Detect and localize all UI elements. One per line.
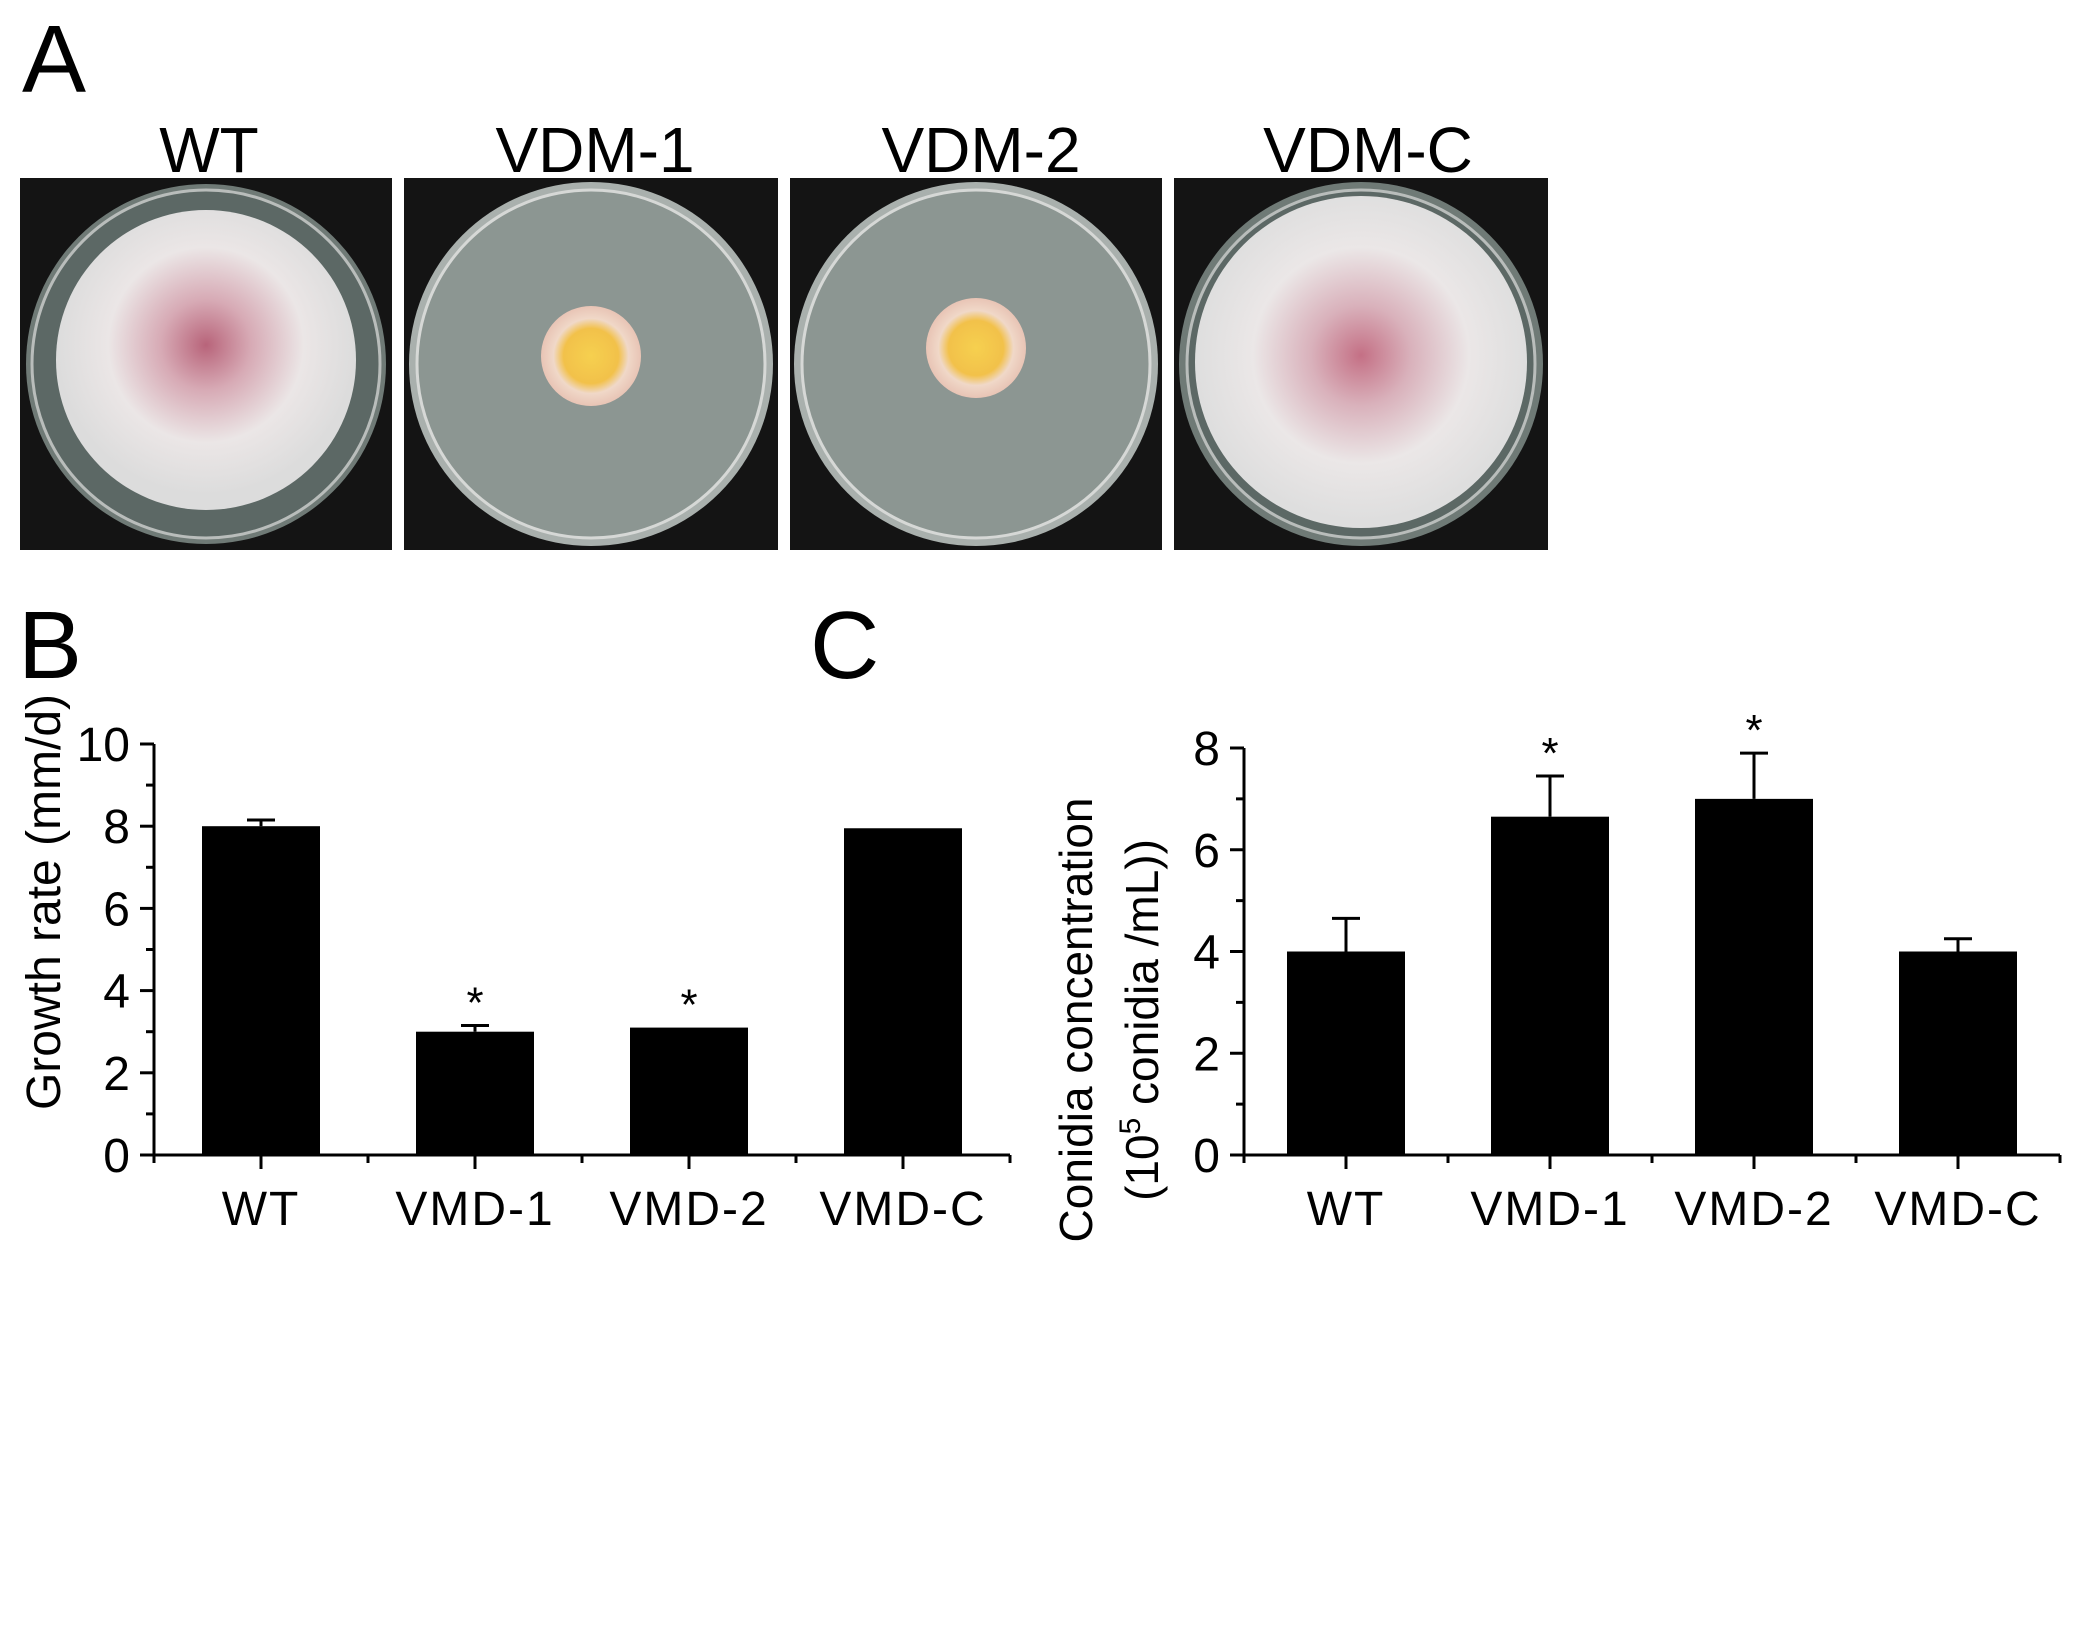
y-tick-label-b: 8 xyxy=(103,801,130,854)
x-tick-label-b-vmd-c: VMD-C xyxy=(819,1183,986,1236)
y-axis-label-conidia-line2: (105 conidia /mL)) xyxy=(1114,839,1168,1201)
panel-b-letter: B xyxy=(18,592,83,699)
x-tick-label-c-wt: WT xyxy=(1307,1183,1386,1236)
x-tick-label-c-vmd-c: VMD-C xyxy=(1874,1183,2041,1236)
colony-vdm-1 xyxy=(541,306,641,406)
bar-b-vmd-c xyxy=(844,828,962,1155)
panel-a-letter: A xyxy=(22,6,87,113)
bar-b-vmd-1 xyxy=(416,1031,534,1155)
plate-photo-wt xyxy=(20,178,392,550)
x-tick-label-c-vmd-1: VMD-1 xyxy=(1470,1183,1629,1236)
y-tick-label-c: 0 xyxy=(1193,1130,1220,1183)
significance-marker-b-vmd-2: * xyxy=(680,981,697,1030)
plate-label-wt: WT xyxy=(159,114,259,186)
x-tick-label-b-wt: WT xyxy=(222,1183,301,1236)
y-axis-label-growth-rate: Growth rate (mm/d) xyxy=(18,694,71,1110)
growth-rate-chart: * * 0 2 4 6 8 10 WT VMD-1 VMD-2 VMD-C Growth rate… xyxy=(18,694,1012,1236)
y-tick-label-c: 4 xyxy=(1193,927,1220,980)
y-tick-label-b: 6 xyxy=(103,883,130,936)
significance-marker-c-vmd-2: * xyxy=(1745,706,1762,755)
x-tick-label-b-vmd-1: VMD-1 xyxy=(395,1183,554,1236)
bar-c-wt xyxy=(1287,951,1405,1155)
y-tick-label-b: 2 xyxy=(103,1048,130,1101)
plate-photo-vdm-2 xyxy=(790,178,1162,550)
colony-vdm-c xyxy=(1195,196,1527,528)
plate-photo-vdm-c xyxy=(1174,178,1548,550)
plate-label-vdm-1: VDM-1 xyxy=(495,114,695,186)
y-tick-label-c: 2 xyxy=(1193,1028,1220,1081)
x-tick-label-c-vmd-2: VMD-2 xyxy=(1674,1183,1833,1236)
bar-b-wt xyxy=(202,826,320,1155)
bar-c-vmd-2 xyxy=(1695,798,1813,1155)
significance-marker-c-vmd-1: * xyxy=(1541,729,1558,778)
plate-label-vdm-c: VDM-C xyxy=(1263,114,1473,186)
y-tick-label-b: 4 xyxy=(103,966,130,1019)
colony-wt xyxy=(56,210,356,510)
y-tick-label-b: 10 xyxy=(77,719,130,772)
significance-marker-b-vmd-1: * xyxy=(466,979,483,1028)
y-axis-label-conidia-line1: Conidia concentration xyxy=(1050,798,1102,1243)
bar-c-vmd-1 xyxy=(1491,816,1609,1155)
y-tick-label-c: 6 xyxy=(1193,825,1220,878)
plate-photo-vdm-1 xyxy=(404,178,778,550)
y-tick-label-b: 0 xyxy=(103,1130,130,1183)
y-tick-label-c: 8 xyxy=(1193,723,1220,776)
plate-label-vdm-2: VDM-2 xyxy=(881,114,1081,186)
bar-c-vmd-c xyxy=(1899,951,2017,1155)
bar-b-vmd-2 xyxy=(630,1027,748,1155)
x-tick-label-b-vmd-2: VMD-2 xyxy=(609,1183,768,1236)
panel-c-letter: C xyxy=(810,592,880,699)
colony-vdm-2 xyxy=(926,298,1026,398)
